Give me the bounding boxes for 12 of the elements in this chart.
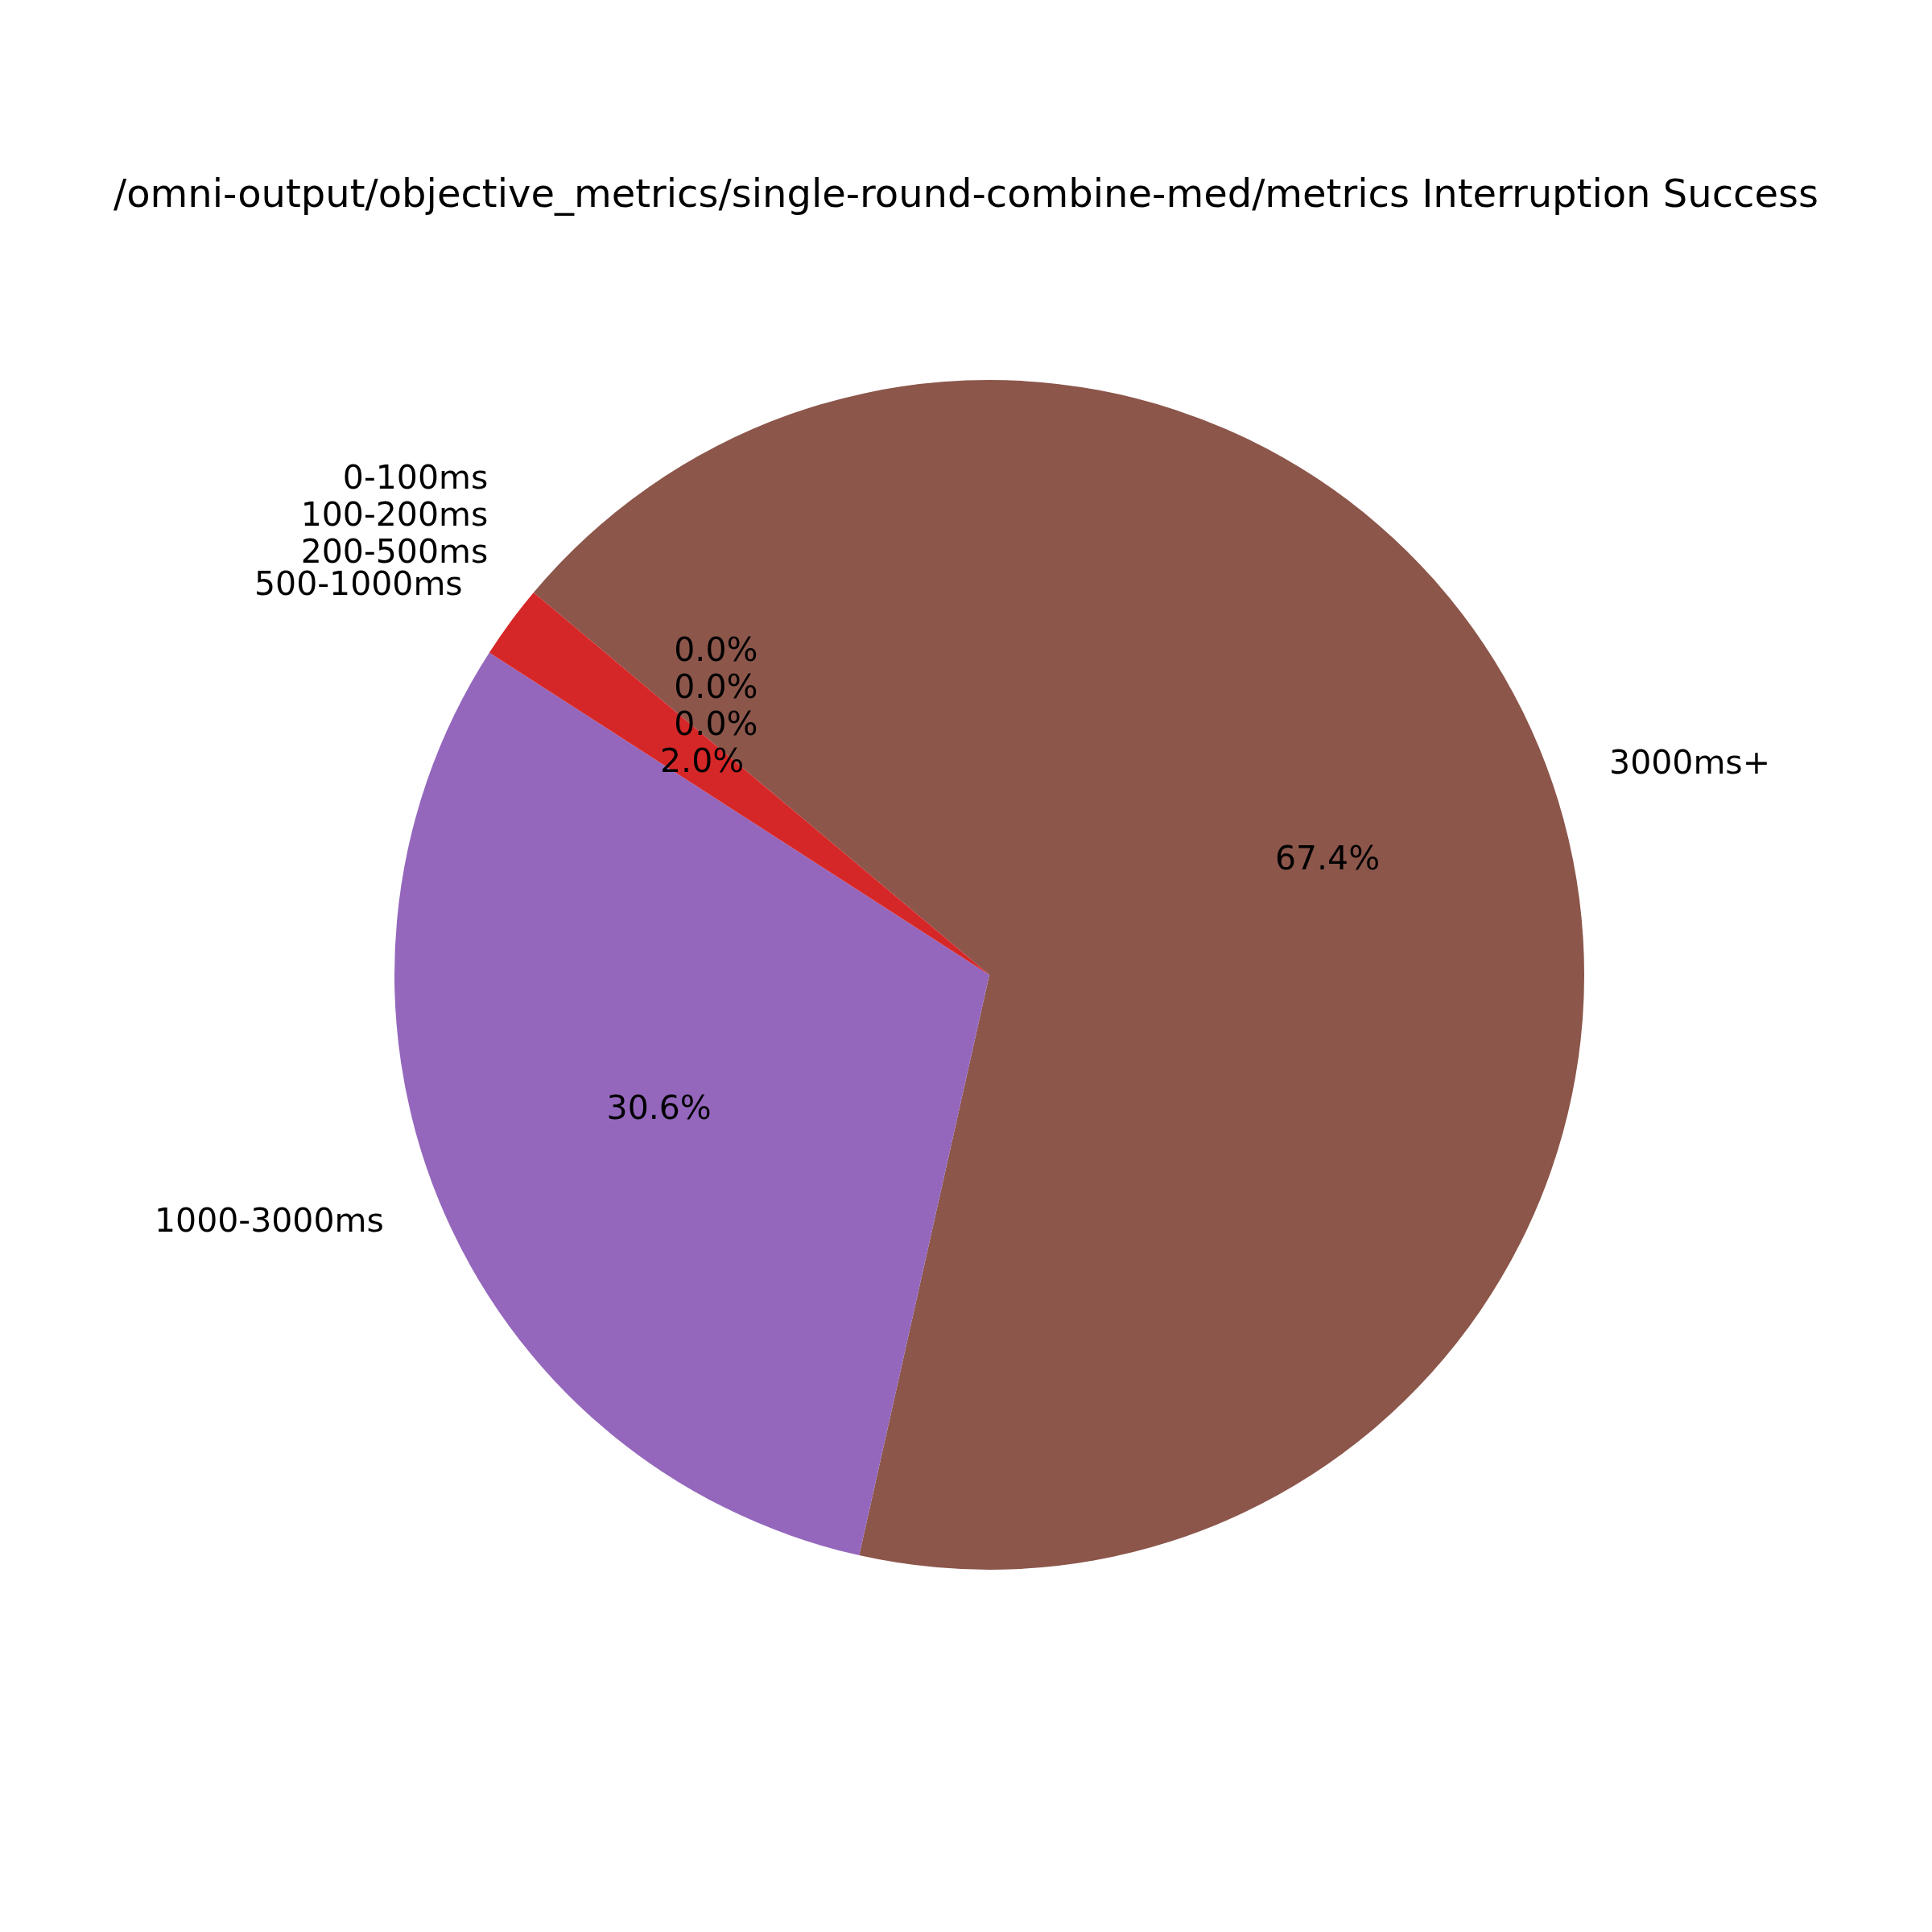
data-label: 67.4% — [1274, 838, 1381, 877]
slice-label: 3000ms+ — [1609, 743, 1771, 782]
slice-label: 500-1000ms — [254, 564, 463, 604]
data-label: 2.0% — [660, 741, 745, 780]
text: 0.0% — [674, 630, 758, 669]
text: 0.0% — [674, 704, 758, 743]
category-label: 0-100ms — [342, 458, 489, 497]
data-label: 30.6% — [606, 1088, 712, 1127]
category-label: 100-200ms — [300, 495, 489, 535]
chart-title: /omni-output/objective_metrics/single-round-combine-med/metrics Interruption Success — [113, 171, 1819, 217]
text: 0.0% — [674, 667, 758, 706]
slice-label: 1000-3000ms — [155, 1200, 384, 1240]
